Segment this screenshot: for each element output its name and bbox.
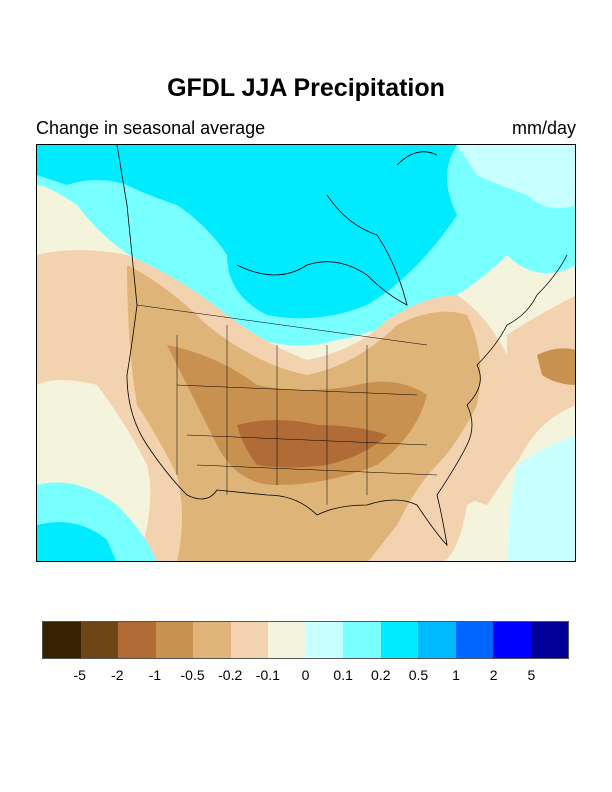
map-region-atlantic-light [507,435,575,561]
colorbar-label: -0.1 [255,667,280,683]
colorbar-box [193,622,231,658]
colorbar-label: 0.1 [333,667,353,683]
colorbar-label: -0.5 [180,667,205,683]
colorbar-box [380,622,418,658]
coastline [116,145,568,547]
colorbar-label: 0.5 [408,667,429,683]
colorbar-box [343,622,381,658]
colorbar-box [230,622,268,658]
map-region-north-light [457,145,575,209]
colorbar-box [418,622,456,658]
colorbar-box [80,622,118,658]
colorbar-box [118,622,156,658]
precipitation-change-map [36,144,576,562]
colorbar-label: -5 [73,667,86,683]
colorbar-label: -1 [148,667,162,683]
colorbar-box [455,622,493,658]
map-region-central-drier [237,420,387,468]
colorbar-labels: -5 -2 -1 -0.5 -0.2 -0.1 0 0.1 0.2 0.5 1 2 5 [42,667,569,687]
political-borders [136,304,438,505]
colorbar-label: -0.2 [218,667,243,683]
colorbar-label: -2 [111,667,124,683]
colorbar-box [43,622,81,658]
subtitle-left: Change in seasonal average [36,118,266,138]
colorbar-box [305,622,343,658]
colorbar-box [268,622,306,658]
colorbar [42,621,569,659]
colorbar-label: 5 [527,667,536,683]
colorbar-box [530,622,568,658]
map-region-north-wetter [37,145,457,319]
colorbar-box [493,622,531,658]
colorbar-label: 2 [489,667,498,683]
figure-title: GFDL JJA Precipitation [167,74,445,102]
colorbar-label: 0.2 [371,667,391,683]
map-region-atlantic-dry2 [537,348,575,385]
units-label: mm/day [511,118,576,138]
colorbar-label: 0 [301,667,310,683]
colorbar-label: 1 [452,667,460,683]
map-region-pacific-wetter [37,522,117,561]
colorbar-box [155,622,193,658]
map-region-atlantic-dry [457,296,575,505]
